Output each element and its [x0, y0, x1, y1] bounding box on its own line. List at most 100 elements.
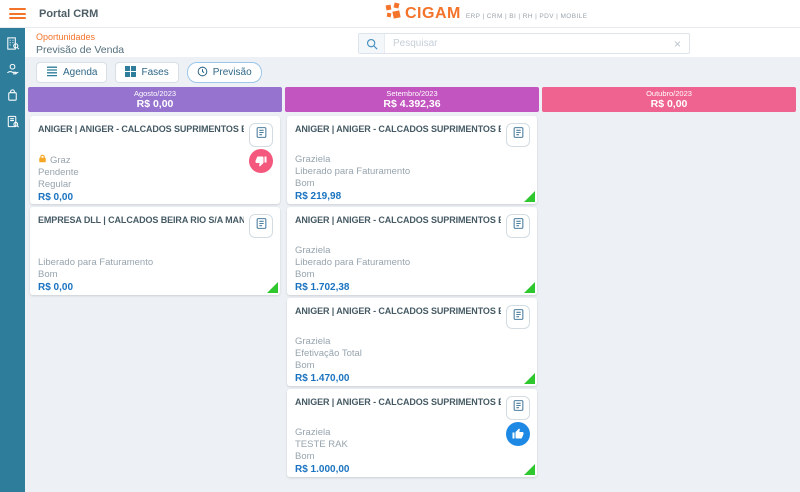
grid-icon	[125, 65, 137, 80]
card-stage: Liberado para Faturamento	[295, 257, 411, 268]
thumbs-down-icon	[255, 156, 267, 167]
card-rating: Bom	[38, 269, 58, 280]
opportunity-card[interactable]: ANIGER | ANIGER - CALCADOS SUPRIMENTOS E…	[287, 389, 537, 477]
opportunity-card[interactable]: ANIGER | ANIGER - CALCADOS SUPRIMENTOS E…	[287, 298, 537, 386]
app-title: Portal CRM	[39, 7, 99, 20]
sidebar	[0, 28, 25, 492]
sidebar-item-reports[interactable]	[0, 111, 25, 137]
column-total: R$ 0,00	[650, 97, 688, 110]
card-details: Graz Pendente Regular R$ 0,00	[38, 154, 242, 204]
card-title: ANIGER | ANIGER - CALCADOS SUPRIMENTOS E…	[295, 124, 501, 134]
card-person-line: Graziela	[295, 336, 499, 348]
card-person-line	[38, 245, 242, 257]
column-month: Setembro/2023	[386, 88, 438, 98]
card-document-button[interactable]	[506, 123, 530, 147]
column-header: Outubro/2023 R$ 0,00	[542, 87, 796, 112]
card-person-line: Graziela	[295, 245, 499, 257]
card-value: R$ 1.000,00	[295, 464, 350, 475]
search-box: ×	[358, 33, 690, 54]
bag-icon	[5, 88, 20, 108]
board-column: Setembro/2023 R$ 4.392,36 ANIGER | ANIGE…	[285, 87, 539, 480]
card-person: Graziela	[295, 427, 331, 438]
agenda-button[interactable]: Agenda	[36, 62, 108, 83]
opportunity-card[interactable]: ANIGER | ANIGER - CALCADOS SUPRIMENTOS E…	[287, 207, 537, 295]
card-stage: Liberado para Faturamento	[38, 257, 154, 268]
agenda-button-label: Agenda	[63, 67, 98, 78]
card-person-line: Graz	[38, 154, 242, 167]
card-rating: Regular	[38, 179, 72, 190]
column-month: Agosto/2023	[133, 88, 177, 98]
column-total: R$ 0,00	[136, 97, 174, 110]
search-input[interactable]	[385, 38, 674, 49]
card-person-line: Graziela	[295, 427, 499, 439]
card-person: Graziela	[295, 245, 331, 256]
card-title: ANIGER | ANIGER - CALCADOS SUPRIMENTOS E…	[295, 397, 501, 407]
thumbs-badge[interactable]	[506, 422, 530, 446]
card-rating: Bom	[295, 360, 315, 371]
card-value: R$ 1.470,00	[295, 373, 350, 384]
column-body: ANIGER | ANIGER - CALCADOS SUPRIMENTOS E…	[285, 112, 539, 477]
building-search-icon	[5, 36, 20, 56]
card-stage: Pendente	[38, 167, 79, 178]
green-corner-marker	[524, 464, 535, 475]
document-icon	[255, 126, 268, 144]
card-document-button[interactable]	[506, 396, 530, 420]
list-icon	[46, 66, 58, 80]
card-document-button[interactable]	[506, 214, 530, 238]
card-details: Graziela Liberado para Faturamento Bom R…	[295, 154, 499, 203]
column-month: Outubro/2023	[646, 88, 692, 98]
board-column: Outubro/2023 R$ 0,00	[542, 87, 796, 116]
thumbs-up-icon	[512, 428, 524, 439]
card-details: Liberado para Faturamento Bom R$ 0,00	[38, 245, 242, 294]
card-document-button[interactable]	[249, 123, 273, 147]
card-person: Graziela	[295, 336, 331, 347]
column-header: Setembro/2023 R$ 4.392,36	[285, 87, 539, 112]
thumbs-badge[interactable]	[249, 149, 273, 173]
subheader: Oportunidades Previsão de Venda ×	[25, 28, 800, 57]
menu-icon[interactable]	[9, 6, 26, 22]
content: Oportunidades Previsão de Venda ×	[25, 28, 800, 492]
sidebar-item-opportunities[interactable]	[0, 33, 25, 59]
card-title: ANIGER | ANIGER - CALCADOS SUPRIMENTOS E…	[295, 215, 501, 225]
page-title: Previsão de Venda	[36, 44, 125, 56]
opportunity-card[interactable]: ANIGER | ANIGER - CALCADOS SUPRIMENTOS E…	[30, 116, 280, 204]
brand-logo: CIGAM ERP | CRM | BI | RH | PDV | MOBILE	[384, 0, 587, 27]
document-icon	[512, 126, 525, 144]
column-body: ANIGER | ANIGER - CALCADOS SUPRIMENTOS E…	[28, 112, 282, 295]
document-icon	[512, 217, 525, 235]
search-icon[interactable]	[359, 34, 385, 53]
column-body	[542, 112, 796, 116]
top-header: Portal CRM CIGAM ERP | CRM | BI | RH | P…	[0, 0, 800, 28]
card-title: ANIGER | ANIGER - CALCADOS SUPRIMENTOS E…	[295, 306, 501, 316]
card-rating: Bom	[295, 178, 315, 189]
card-rating: Bom	[295, 269, 315, 280]
card-details: Graziela Efetivação Total Bom R$ 1.470,0…	[295, 336, 499, 385]
opportunity-card[interactable]: ANIGER | ANIGER - CALCADOS SUPRIMENTOS E…	[287, 116, 537, 204]
opportunity-card[interactable]: EMPRESA DLL | CALCADOS BEIRA RIO S/A MAN…	[30, 207, 280, 295]
search-clear-icon[interactable]: ×	[673, 36, 681, 51]
card-stage: TESTE RAK	[295, 439, 348, 450]
card-stage: Efetivação Total	[295, 348, 362, 359]
card-rating: Bom	[295, 451, 315, 462]
card-details: Graziela TESTE RAK Bom R$ 1.000,00	[295, 427, 499, 476]
previsao-button-label: Previsão	[212, 67, 252, 78]
hand-coin-icon	[5, 62, 20, 82]
card-person: Graz	[50, 154, 71, 166]
fases-button[interactable]: Fases	[115, 62, 179, 83]
green-corner-marker	[524, 373, 535, 384]
card-details: Graziela Liberado para Faturamento Bom R…	[295, 245, 499, 294]
card-person-line: Graziela	[295, 154, 499, 166]
card-value: R$ 0,00	[38, 192, 74, 203]
brand-name: CIGAM	[405, 4, 461, 22]
green-corner-marker	[524, 282, 535, 293]
green-corner-marker	[267, 282, 278, 293]
card-document-button[interactable]	[249, 214, 273, 238]
card-document-button[interactable]	[506, 305, 530, 329]
previsao-button[interactable]: Previsão	[186, 62, 262, 83]
toolbar: Agenda Fases Previsão	[25, 57, 800, 87]
column-total: R$ 4.392,36	[383, 97, 441, 110]
sidebar-item-products[interactable]	[0, 85, 25, 111]
sidebar-item-sales[interactable]	[0, 59, 25, 85]
cigam-logo-icon	[384, 2, 402, 25]
card-value: R$ 1.702,38	[295, 282, 350, 293]
